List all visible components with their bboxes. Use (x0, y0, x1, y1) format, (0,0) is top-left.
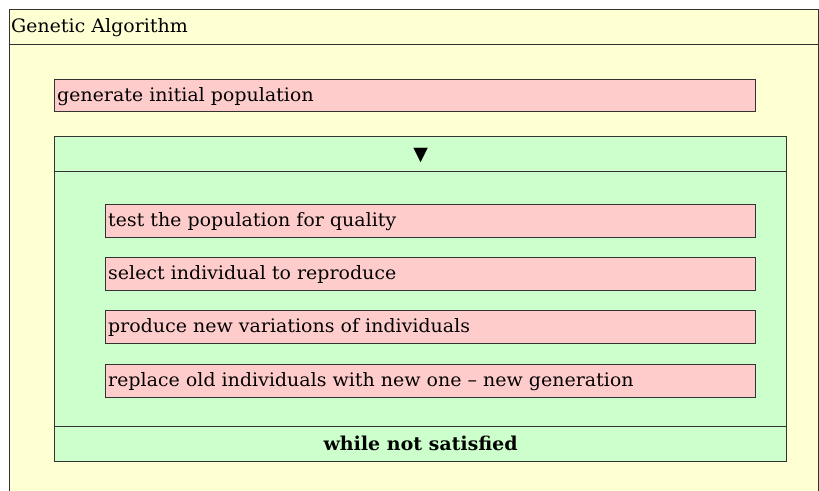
loop-step: test the population for quality (105, 204, 756, 238)
loop-box: ▼ while not satisfied (54, 136, 787, 462)
algorithm-title: Genetic Algorithm (10, 10, 818, 45)
step: generate initial population (54, 79, 756, 112)
loop-step: select individual to reproduce (105, 257, 756, 291)
loop-step: replace old individuals with new one – n… (105, 364, 756, 398)
loop-step: produce new variations of individuals (105, 310, 756, 344)
loop-marker: ▼ (55, 137, 786, 172)
loop-condition: while not satisfied (55, 426, 786, 461)
